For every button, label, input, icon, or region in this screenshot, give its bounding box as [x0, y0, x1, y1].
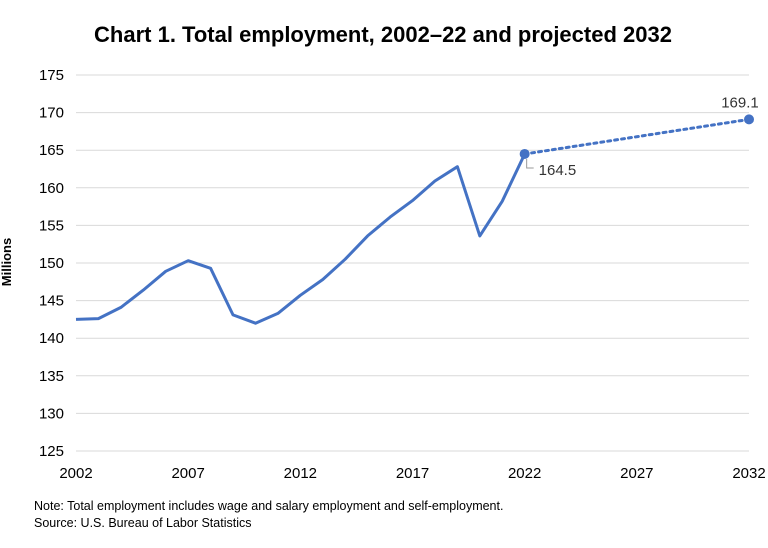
y-tick-label: 150 — [39, 255, 64, 272]
y-tick-label: 140 — [39, 330, 64, 347]
chart-source: Source: U.S. Bureau of Labor Statistics — [34, 516, 252, 530]
series-lines — [75, 117, 751, 325]
y-tick-label: 165 — [39, 142, 64, 159]
y-tick-label: 135 — [39, 368, 64, 385]
y-axis-label: Millions — [0, 238, 14, 286]
y-tick-label: 125 — [39, 443, 64, 460]
y-axis-ticks: 125 130 135 140 145 150 155 160 165 170 175 — [39, 67, 64, 460]
y-tick-label: 170 — [39, 105, 64, 122]
historical-series-line — [75, 153, 527, 325]
y-tick-label: 175 — [39, 67, 64, 84]
x-axis-ticks: 2002 2007 2012 2017 2022 2027 2032 — [59, 465, 765, 482]
data-point-marker — [519, 148, 530, 159]
data-labels: 164.5 169.1 — [526, 94, 759, 179]
gridlines — [76, 74, 749, 452]
x-tick-label: 2032 — [732, 465, 765, 482]
y-tick-label: 130 — [39, 405, 64, 422]
y-tick-label: 155 — [39, 217, 64, 234]
y-tick-label: 160 — [39, 180, 64, 197]
data-label: 169.1 — [721, 94, 759, 111]
x-tick-label: 2007 — [171, 465, 204, 482]
chart-note: Note: Total employment includes wage and… — [34, 499, 504, 513]
data-point-marker — [744, 114, 754, 125]
projected-series-line — [523, 117, 751, 156]
y-tick-label: 145 — [39, 293, 64, 310]
data-label-leader — [526, 158, 534, 169]
x-tick-label: 2027 — [620, 465, 653, 482]
data-label: 164.5 — [539, 162, 577, 179]
x-tick-label: 2017 — [396, 465, 429, 482]
x-tick-label: 2012 — [284, 465, 317, 482]
chart-title: Chart 1. Total employment, 2002–22 and p… — [94, 22, 672, 47]
x-tick-label: 2022 — [508, 465, 541, 482]
x-tick-label: 2002 — [59, 465, 92, 482]
data-markers — [519, 114, 754, 159]
